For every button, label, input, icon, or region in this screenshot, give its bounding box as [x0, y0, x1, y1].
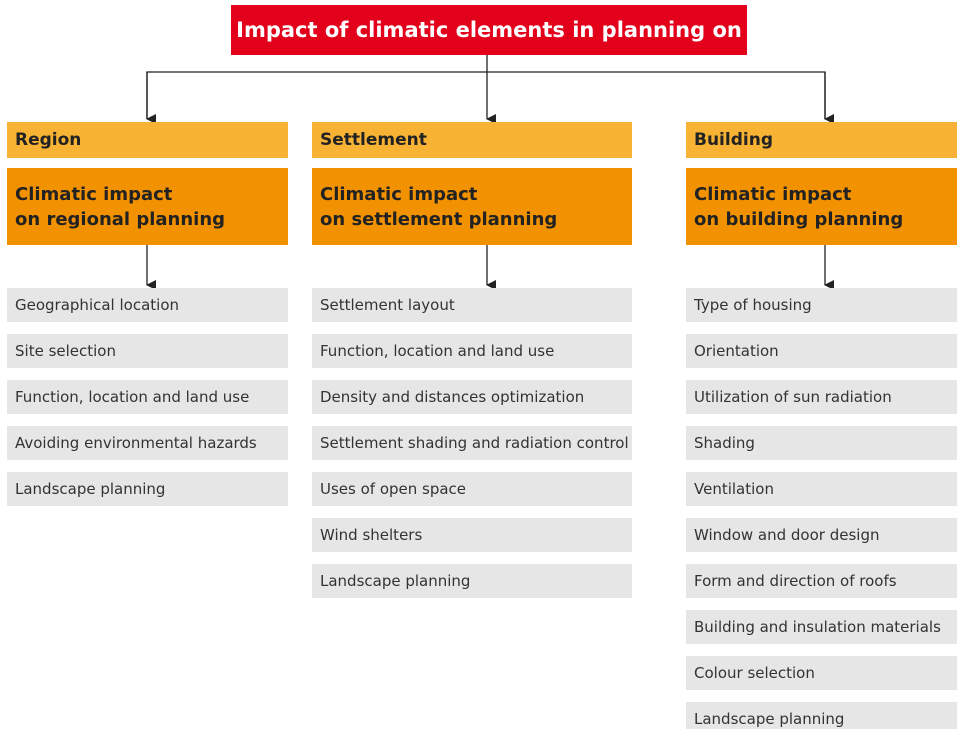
column-heading: Building — [686, 122, 957, 158]
list-item: Utilization of sun radiation — [686, 380, 957, 414]
column-subheading: Climatic impact on settlement planning — [312, 168, 632, 245]
column-heading: Settlement — [312, 122, 632, 158]
title: Impact of climatic elements in planning … — [231, 5, 747, 55]
list-item: Window and door design — [686, 518, 957, 552]
column-heading: Region — [7, 122, 288, 158]
list-item: Avoiding environmental hazards — [7, 426, 288, 460]
list-item: Orientation — [686, 334, 957, 368]
list-item: Type of housing — [686, 288, 957, 322]
list-item: Geographical location — [7, 288, 288, 322]
list-item: Ventilation — [686, 472, 957, 506]
list-item: Density and distances optimization — [312, 380, 632, 414]
column-subheading: Climatic impact on building planning — [686, 168, 957, 245]
list-item: Landscape planning — [7, 472, 288, 506]
subheading-line: on regional planning — [15, 208, 226, 230]
list-item: Landscape planning — [312, 564, 632, 598]
list-item: Uses of open space — [312, 472, 632, 506]
list-item: Colour selection — [686, 656, 957, 690]
list-item: Form and direction of roofs — [686, 564, 957, 598]
list-item: Settlement layout — [312, 288, 632, 322]
list-item: Site selection — [7, 334, 288, 368]
subheading-line: on settlement planning — [320, 208, 558, 230]
subheading-line: on building planning — [694, 208, 904, 230]
list-item: Function, location and land use — [7, 380, 288, 414]
list-item: Settlement shading and radiation control — [312, 426, 632, 460]
list-item: Building and insulation materials — [686, 610, 957, 644]
list-item: Wind shelters — [312, 518, 632, 552]
list-item: Landscape planning — [686, 702, 957, 729]
list-item: Function, location and land use — [312, 334, 632, 368]
list-item: Shading — [686, 426, 957, 460]
subheading-line: Climatic impact — [15, 183, 173, 205]
subheading-line: Climatic impact — [694, 183, 852, 205]
column-subheading: Climatic impact on regional planning — [7, 168, 288, 245]
subheading-line: Climatic impact — [320, 183, 478, 205]
